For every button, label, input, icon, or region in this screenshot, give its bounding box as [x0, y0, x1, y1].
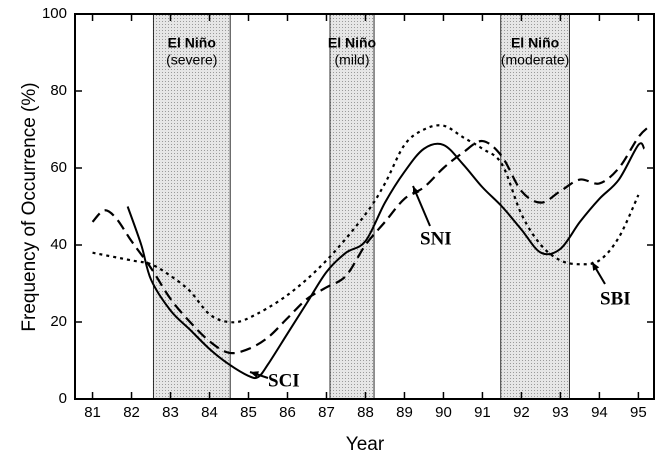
band-label: El Niño [328, 35, 376, 51]
x-tick-label: 89 [396, 404, 413, 421]
el-nino-band [500, 13, 570, 400]
y-tick-label: 60 [50, 159, 67, 176]
band-label: (moderate) [501, 52, 569, 68]
x-tick-label: 87 [318, 404, 335, 421]
series-line [126, 142, 646, 380]
y-tick-label: 0 [59, 390, 67, 407]
x-tick-label: 94 [591, 404, 608, 421]
el-nino-band [152, 13, 231, 400]
series-line [92, 124, 640, 324]
x-tick-label: 90 [435, 404, 452, 421]
x-tick-label: 82 [123, 404, 140, 421]
y-tick-label: 20 [50, 313, 67, 330]
x-tick-label: 95 [630, 404, 647, 421]
annotation-arrowhead [250, 371, 259, 378]
x-tick-label: 85 [240, 404, 257, 421]
x-tick-label: 92 [513, 404, 530, 421]
x-tick-label: 84 [201, 404, 218, 421]
x-tick-label: 93 [552, 404, 569, 421]
series-line [91, 124, 651, 355]
band-label: El Niño [511, 35, 559, 51]
series-annotation: SBI [600, 288, 631, 309]
series-annotation: SNI [420, 228, 452, 249]
series-annotation: SCI [268, 370, 300, 391]
y-tick-label: 80 [50, 82, 67, 99]
annotation-arrowhead [413, 186, 420, 195]
band-label: (severe) [166, 52, 217, 68]
y-axis-label: Frequency of Occurrence (%) [19, 82, 40, 331]
band-label: (mild) [335, 52, 370, 68]
x-tick-label: 81 [84, 404, 101, 421]
y-tick-label: 100 [42, 5, 67, 22]
x-tick-label: 91 [474, 404, 491, 421]
x-axis-label: Year [346, 434, 385, 455]
y-tick-label: 40 [50, 236, 67, 253]
x-tick-label: 88 [357, 404, 374, 421]
x-tick-label: 83 [162, 404, 179, 421]
plot-frame [74, 13, 655, 400]
annotation-arrowhead [592, 262, 600, 271]
x-tick-label: 86 [279, 404, 296, 421]
el-nino-band [329, 13, 375, 400]
band-label: El Niño [168, 35, 216, 51]
